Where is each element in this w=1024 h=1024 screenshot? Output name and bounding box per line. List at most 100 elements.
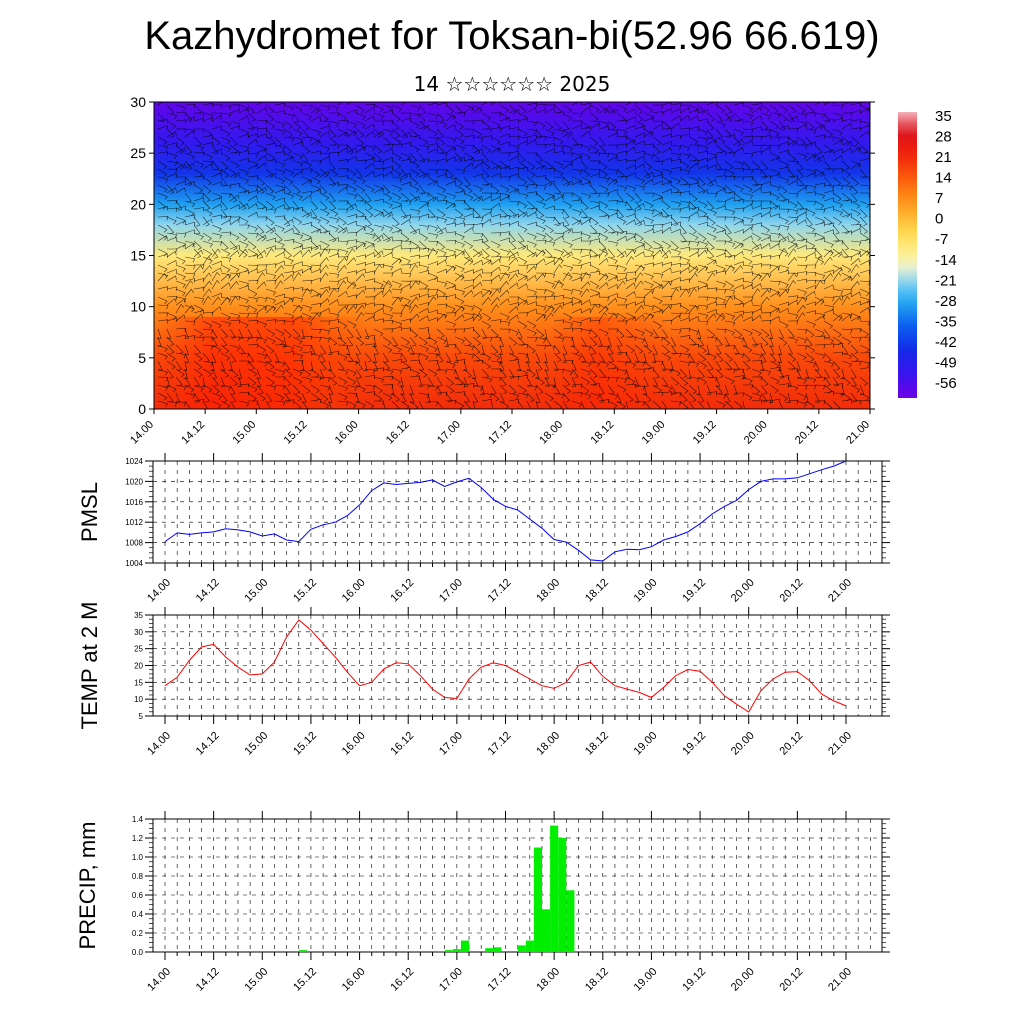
- wind-barb: [634, 376, 640, 387]
- precip-grid: [153, 819, 882, 952]
- wind-barb: [373, 211, 384, 218]
- wind-barb: [166, 368, 174, 379]
- wind-barb: [184, 152, 195, 160]
- wind-barb: [436, 344, 441, 355]
- wind-barb: [832, 139, 843, 146]
- wind-barb: [661, 188, 672, 194]
- wind-barb: [310, 106, 321, 114]
- wind-barb: [418, 352, 429, 361]
- wind-barb: [166, 120, 177, 129]
- wind-barb: [571, 155, 582, 162]
- wind-barb: [814, 120, 824, 130]
- wind-barb: [670, 152, 682, 159]
- wind-barb: [634, 150, 646, 156]
- wind-barb: [463, 383, 475, 388]
- wind-barb: [427, 247, 436, 258]
- wind-barb: [364, 243, 375, 250]
- wind-barb: [274, 376, 286, 381]
- wind-barb: [859, 300, 870, 306]
- wind-barb: [616, 296, 628, 303]
- wind-barb: [706, 136, 717, 144]
- wind-barb: [166, 268, 177, 274]
- wind-barb: [355, 376, 361, 387]
- wind-barb: [454, 264, 465, 272]
- wind-barb: [445, 114, 456, 122]
- wind-barb: [589, 144, 599, 154]
- wind-barb: [715, 303, 727, 309]
- wind-barb: [571, 192, 582, 201]
- wind-barb: [832, 184, 844, 190]
- wind-barb: [337, 224, 347, 234]
- wind-barb: [472, 216, 484, 222]
- wind-barb: [787, 179, 798, 186]
- wind-barb: [733, 167, 745, 173]
- wind-barb: [607, 240, 619, 247]
- wind-barb: [373, 224, 385, 231]
- wind-barb: [534, 368, 540, 379]
- wind-barb: [607, 168, 619, 175]
- wind-barb: [211, 328, 218, 339]
- wind-barb: [805, 376, 817, 384]
- wind-barb: [823, 384, 833, 394]
- wind-barb: [787, 312, 799, 319]
- wind-barb: [472, 195, 483, 202]
- wind-barb: [166, 152, 178, 159]
- wind-barb: [841, 399, 853, 404]
- wind-barb: [292, 296, 304, 303]
- wind-barb: [337, 208, 349, 214]
- wind-barb: [517, 320, 528, 329]
- wind-barb: [355, 146, 366, 154]
- wind-barb: [301, 287, 310, 298]
- wind-barb: [247, 133, 258, 138]
- wind-barb: [211, 267, 222, 274]
- wind-barb: [490, 400, 494, 409]
- wind-barb: [796, 400, 807, 408]
- wind-barb: [787, 248, 797, 258]
- wind-barb: [778, 176, 790, 184]
- wind-barb: [355, 159, 367, 164]
- wind-barb: [850, 127, 862, 132]
- wind-barb: [382, 392, 393, 401]
- wind-barb: [751, 115, 762, 122]
- wind-barb: [364, 144, 376, 152]
- wind-barb: [175, 392, 180, 403]
- wind-barb: [553, 302, 565, 307]
- wind-barb: [508, 269, 519, 275]
- wind-barb: [823, 216, 833, 226]
- wind-barb: [580, 106, 591, 114]
- wind-barb: [274, 400, 286, 406]
- wind-barb: [751, 308, 762, 314]
- wind-barb: [166, 128, 175, 138]
- wind-barb: [373, 160, 385, 166]
- wind-barb: [759, 360, 765, 371]
- wind-barb: [598, 399, 610, 404]
- wind-barb: [490, 384, 497, 395]
- wind-barb: [346, 168, 357, 177]
- wind-barb: [706, 287, 718, 292]
- wind-barb: [688, 384, 697, 394]
- wind-barb: [308, 360, 314, 372]
- wind-barb: [652, 368, 660, 379]
- wind-barb: [355, 400, 366, 409]
- wind-barb: [562, 224, 572, 234]
- wind-barb: [769, 192, 780, 201]
- wind-barb: [238, 383, 250, 388]
- wind-barb: [805, 152, 817, 159]
- wind-barb: [697, 109, 708, 114]
- wind-barb: [832, 288, 844, 295]
- wind-barb: [697, 376, 708, 385]
- wind-barb: [562, 320, 574, 327]
- y-tick-label: 1.0: [132, 853, 144, 862]
- wind-barb: [805, 208, 816, 217]
- wind-barb: [463, 344, 475, 351]
- wind-barb: [733, 313, 744, 322]
- wind-barb: [787, 218, 798, 226]
- wind-barb: [859, 328, 870, 338]
- wind-barb: [697, 368, 705, 379]
- wind-barb: [328, 336, 338, 346]
- wind-barb: [364, 251, 375, 258]
- wind-barb: [337, 392, 348, 401]
- wind-barb: [589, 205, 600, 210]
- wind-barb: [373, 360, 379, 371]
- wind-barb: [697, 312, 709, 319]
